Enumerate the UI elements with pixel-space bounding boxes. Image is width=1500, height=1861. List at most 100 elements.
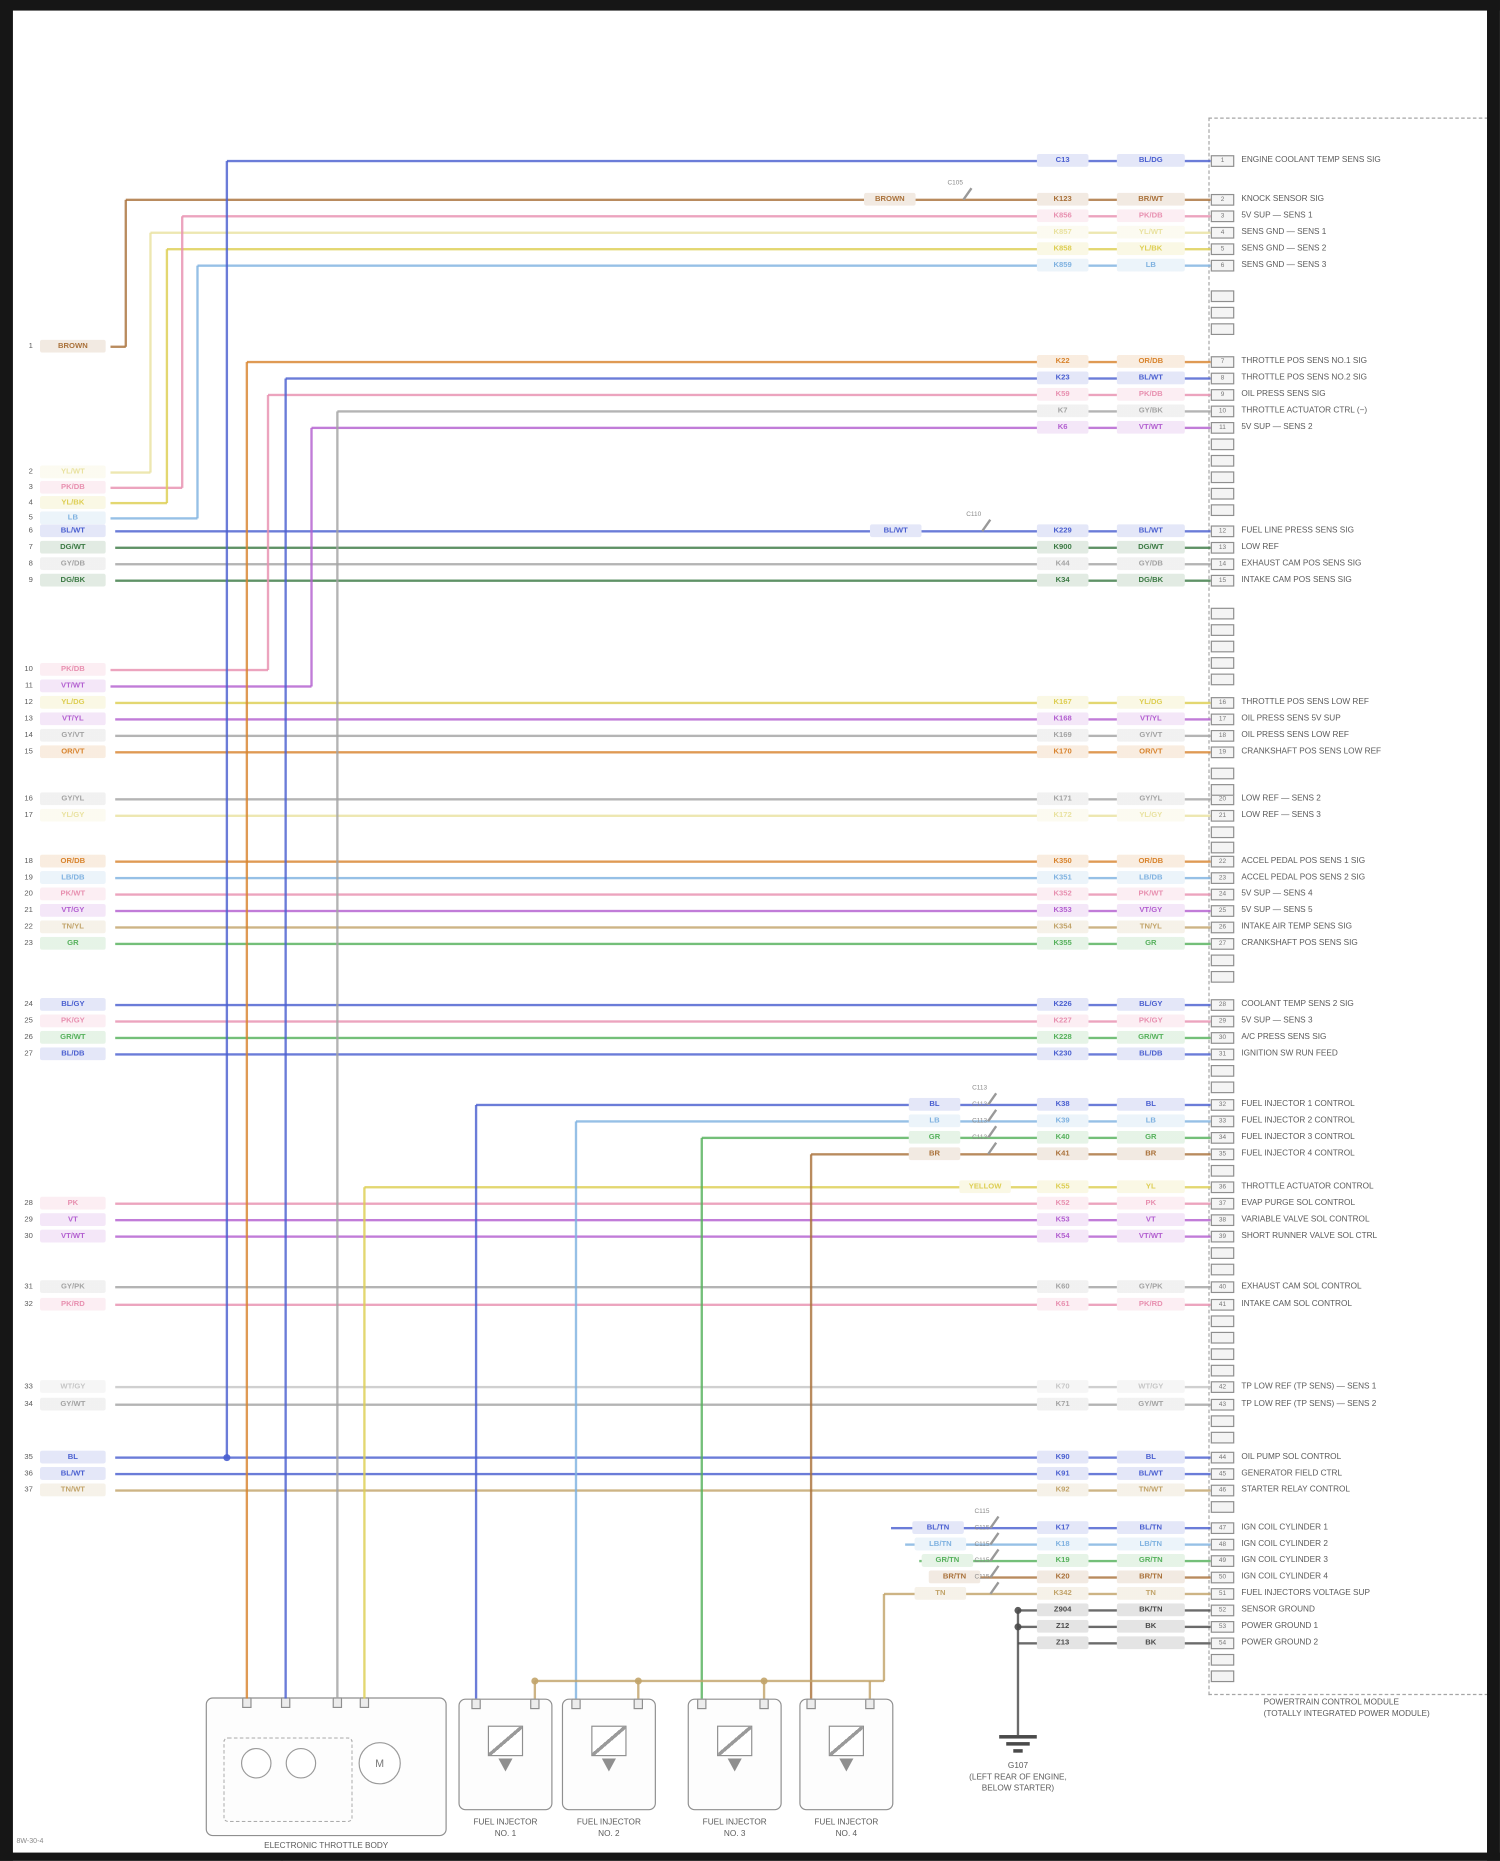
module-pin: 15 — [1210, 574, 1235, 587]
wire — [115, 909, 1211, 913]
pin-function-label: SENSOR GROUND — [1241, 1605, 1315, 1614]
wire-color-tag: BL/TN — [1116, 1521, 1185, 1535]
inline-connector-label: C110 — [966, 511, 982, 519]
wire-color-tag: LB — [1116, 1114, 1185, 1128]
left-wire-color-tag: VT — [39, 1213, 106, 1227]
module-pin — [1210, 1331, 1235, 1344]
pin-function-label: OIL PRESS SENS SIG — [1241, 390, 1326, 399]
wire-color-tag: GR/TN — [921, 1554, 974, 1567]
inline-connector-label: C113 — [972, 1134, 988, 1142]
module-pin — [1210, 1431, 1235, 1444]
module-pin — [1210, 306, 1235, 319]
module-pin: 7 — [1210, 356, 1235, 368]
wire-vertical — [336, 411, 339, 1699]
module-pin — [1210, 290, 1235, 303]
left-wire-color-tag: OR/DB — [39, 854, 106, 868]
module-pin: 47 — [1210, 1522, 1235, 1535]
wire-color-tag: BR — [1116, 1147, 1185, 1161]
wire-vertical — [868, 1680, 872, 1703]
page-frame — [1487, 0, 1500, 1861]
circuit-tag: K19 — [1036, 1554, 1089, 1567]
circuit-tag: K856 — [1036, 209, 1089, 223]
left-pin-number: 11 — [24, 681, 33, 691]
pin-function-label: FUEL INJECTOR 1 CONTROL — [1241, 1100, 1355, 1109]
wire — [115, 893, 1211, 896]
circuit-tag: K350 — [1036, 854, 1089, 868]
pin-function-label: SENS GND — SENS 1 — [1241, 228, 1327, 237]
module-pin — [1210, 438, 1235, 451]
left-wire-color-tag: GY/WT — [39, 1397, 106, 1411]
left-pin-number: 7 — [28, 543, 33, 552]
pin-function-label: IGN COIL CYLINDER 2 — [1241, 1539, 1328, 1549]
module-pin — [1210, 954, 1235, 967]
wire — [246, 360, 1211, 364]
left-wire-color-tag: YL/BK — [39, 496, 106, 509]
injector-connector-pin — [697, 1698, 707, 1710]
circuit-tag: K226 — [1036, 997, 1089, 1011]
circuit-tag: K857 — [1036, 225, 1089, 239]
wire-color-tag: DG/WT — [1116, 540, 1185, 554]
splice-dot — [760, 1677, 768, 1685]
page-code: 8W-30-4 — [16, 1838, 44, 1846]
module-pin: 6 — [1210, 259, 1235, 272]
left-wire-color-tag: GY/PK — [39, 1280, 106, 1294]
pin-function-label: LOW REF — SENS 2 — [1241, 794, 1321, 803]
left-wire-color-tag: BROWN — [39, 339, 106, 353]
module-pin — [1210, 1315, 1235, 1328]
wire-color-tag: VT/YL — [1116, 712, 1185, 726]
wire-color-tag: WT/GY — [1116, 1380, 1185, 1393]
pin-function-label: 5V SUP — SENS 2 — [1241, 423, 1313, 432]
circuit-tag: K91 — [1036, 1467, 1089, 1480]
pin-function-label: ACCEL PEDAL POS SENS 1 SIG — [1241, 856, 1366, 866]
wire-color-tag: VT/GY — [1116, 903, 1185, 917]
wire-color-tag: GY/WT — [1116, 1397, 1185, 1411]
splice-dot — [1014, 1606, 1022, 1614]
circuit-tag: K229 — [1036, 524, 1089, 538]
wire-color-tag: BL/TN — [912, 1521, 964, 1535]
circuit-tag: K39 — [1036, 1114, 1089, 1128]
left-wire-color-tag: PK/GY — [39, 1014, 106, 1028]
left-wire-color-tag: PK/WT — [39, 887, 106, 901]
wire — [115, 1235, 1211, 1238]
circuit-tag: K354 — [1036, 920, 1089, 934]
wire — [115, 701, 1211, 705]
module-pin: 45 — [1210, 1468, 1235, 1480]
circuit-tag: K40 — [1036, 1130, 1089, 1144]
module-pin — [1210, 1670, 1235, 1683]
wire — [115, 718, 1211, 721]
circuit-tag: K342 — [1036, 1586, 1089, 1600]
module-pin — [1210, 1164, 1235, 1177]
wire-color-tag: BL/GY — [1116, 997, 1185, 1011]
circuit-tag: Z13 — [1036, 1636, 1089, 1650]
wire-color-tag: PK — [1116, 1196, 1185, 1210]
left-pin-number: 31 — [24, 1282, 33, 1291]
module-pin: 44 — [1210, 1451, 1235, 1464]
left-wire-color-tag: BL/WT — [39, 524, 106, 538]
circuit-tag: K351 — [1036, 871, 1089, 884]
wire-color-tag: YL/WT — [1116, 225, 1185, 239]
wire — [1017, 1642, 1211, 1645]
module-pin: 26 — [1210, 921, 1235, 934]
module-pin: 30 — [1210, 1032, 1235, 1044]
wire — [534, 1679, 884, 1683]
wire — [110, 517, 198, 520]
circuit-tag: K900 — [1036, 540, 1089, 554]
wire — [115, 814, 1211, 817]
wire-color-tag: YL/BK — [1116, 242, 1185, 256]
wire — [115, 530, 1211, 533]
left-wire-color-tag: GY/VT — [39, 728, 106, 742]
injector-nozzle-icon — [839, 1758, 854, 1772]
left-pin-number: 5 — [28, 513, 33, 522]
module-pin: 52 — [1210, 1604, 1235, 1617]
ground-icon — [999, 1735, 1037, 1739]
left-pin-number: 25 — [24, 1016, 33, 1026]
module-pin — [1210, 1348, 1235, 1361]
left-wire-color-tag: BL/WT — [39, 1467, 106, 1480]
injector-connector-pin — [806, 1698, 816, 1710]
circuit-tag: K22 — [1036, 355, 1089, 368]
module-pin: 49 — [1210, 1555, 1235, 1567]
left-pin-number: 15 — [24, 747, 33, 756]
wire-vertical — [762, 1680, 766, 1703]
pin-function-label: ENGINE COOLANT TEMP SENS SIG — [1241, 156, 1381, 165]
circuit-tag: K52 — [1036, 1196, 1089, 1210]
